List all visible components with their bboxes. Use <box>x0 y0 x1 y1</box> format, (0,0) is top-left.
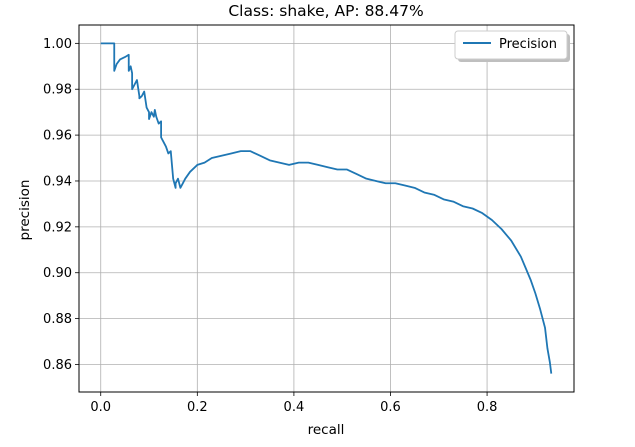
x-tick-label: 0.0 <box>90 400 111 415</box>
y-tick-label: 0.88 <box>43 312 72 327</box>
x-tick-label: 0.8 <box>477 400 498 415</box>
x-axis-label: recall <box>308 422 345 438</box>
x-axis-ticks: 0.0 0.2 0.4 0.6 0.8 <box>90 392 497 415</box>
y-axis-ticks: 0.86 0.88 0.90 0.92 0.94 0.96 0.98 1.00 <box>43 37 79 373</box>
y-tick-label: 0.96 <box>43 129 72 144</box>
chart-title: Class: shake, AP: 88.47% <box>228 2 423 20</box>
x-tick-label: 0.6 <box>380 400 401 415</box>
legend-box <box>454 30 568 60</box>
y-tick-label: 0.98 <box>43 83 72 98</box>
y-tick-label: 0.86 <box>43 358 72 373</box>
plot-area: 0.0 0.2 0.4 0.6 0.8 0.86 0.88 0.90 0.92 0.94 0.96… <box>43 24 575 415</box>
y-tick-label: 0.92 <box>43 220 72 235</box>
y-tick-label: 0.90 <box>43 266 72 281</box>
x-tick-label: 0.4 <box>284 400 305 415</box>
x-tick-label: 0.2 <box>187 400 208 415</box>
legend-label-precision: Precision <box>499 37 557 52</box>
series-layer <box>100 42 553 374</box>
series-line-precision <box>100 42 553 374</box>
y-tick-label: 1.00 <box>43 37 72 52</box>
grid-lines <box>79 25 574 392</box>
legend: Precision <box>454 30 570 62</box>
y-tick-label: 0.94 <box>43 174 72 189</box>
y-axis-label: precision <box>17 180 33 241</box>
plot-background <box>79 25 574 392</box>
plot-frame <box>78 24 575 393</box>
